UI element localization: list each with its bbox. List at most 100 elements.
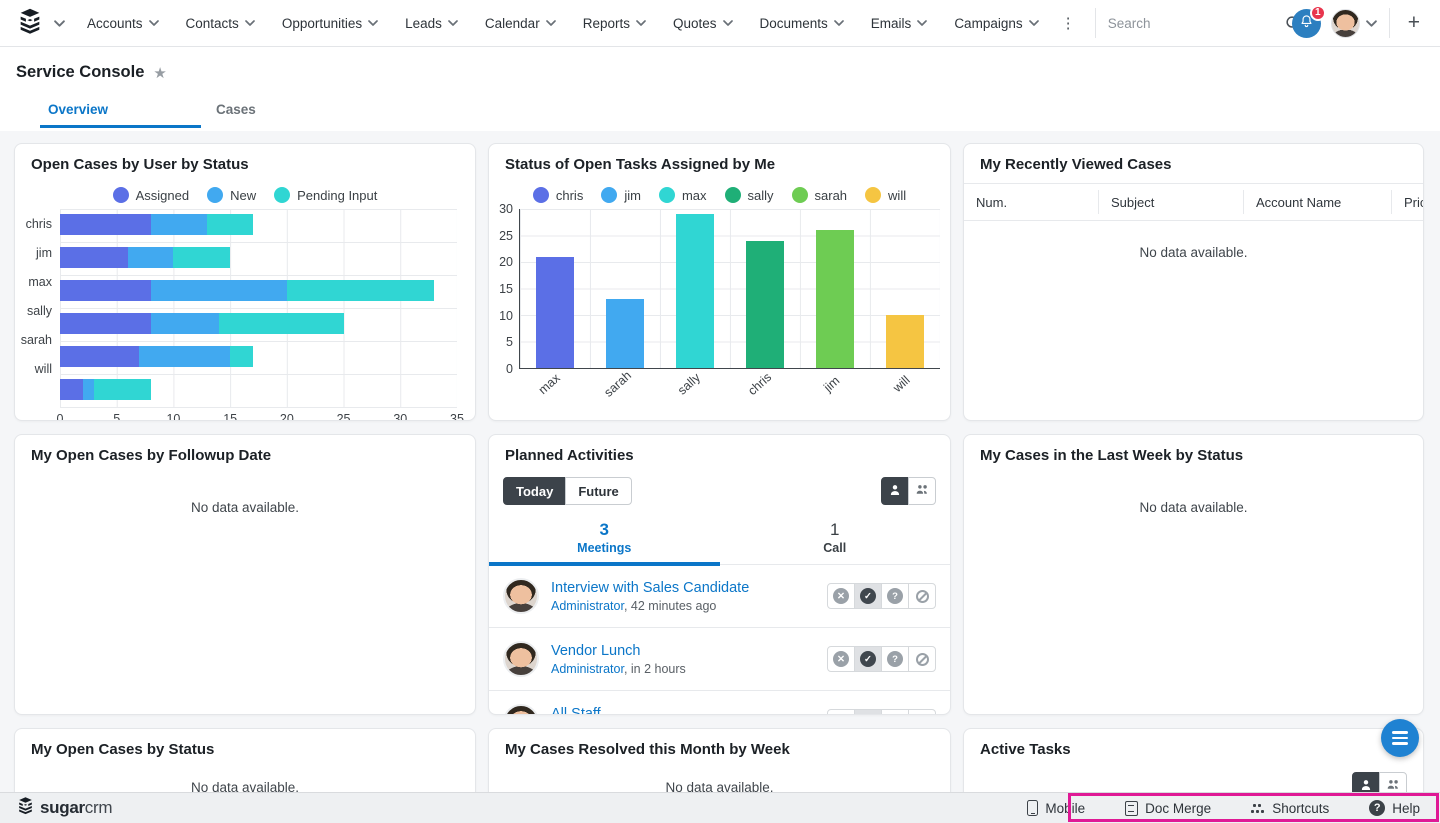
question-icon: ? <box>887 714 903 715</box>
axis-label: sally <box>675 370 704 398</box>
my-items-toggle[interactable] <box>881 477 909 505</box>
check-status-button[interactable]: ✓ <box>854 583 882 609</box>
ban-icon <box>915 589 929 603</box>
footer-link-label: Shortcuts <box>1272 800 1330 816</box>
tab-call[interactable]: 1 Call <box>720 515 951 564</box>
nav-item-opportunities[interactable]: Opportunities <box>282 16 378 31</box>
divider <box>1094 8 1096 38</box>
quick-create-button[interactable]: + <box>1402 11 1426 35</box>
mobile-icon <box>1027 800 1039 816</box>
chart-row <box>60 379 457 408</box>
nav-item-emails[interactable]: Emails <box>871 16 928 31</box>
axis-tick: 15 <box>499 282 513 296</box>
chevron-down-icon <box>244 20 255 26</box>
bar-segment <box>230 346 253 367</box>
footer-link-shortcuts[interactable]: Shortcuts <box>1251 801 1329 816</box>
team-items-toggle[interactable] <box>908 477 936 505</box>
meetings-count: 3 <box>599 520 609 539</box>
legend-item: sally <box>724 187 774 203</box>
axis-label: max <box>535 370 563 398</box>
tab-cases[interactable]: Cases <box>216 102 256 117</box>
nav-item-quotes[interactable]: Quotes <box>673 16 733 31</box>
column-header-subject[interactable]: Subject <box>1099 190 1244 214</box>
chevron-down-icon[interactable] <box>54 19 65 27</box>
date-filter-group: Today Future <box>503 477 632 505</box>
user-profile-menu[interactable] <box>1330 8 1377 38</box>
card-title: Status of Open Tasks Assigned by Me <box>505 156 776 173</box>
bar <box>606 299 644 368</box>
check-status-button[interactable]: ✓ <box>854 709 882 714</box>
activity-title-link[interactable]: All Staff <box>551 705 601 715</box>
question-status-button[interactable]: ? <box>881 583 909 609</box>
nav-item-documents[interactable]: Documents <box>760 16 844 31</box>
today-filter-button[interactable]: Today <box>503 477 567 505</box>
sugarcrm-logo-icon[interactable] <box>16 7 44 40</box>
nav-item-leads[interactable]: Leads <box>405 16 458 31</box>
chevron-down-icon <box>1365 19 1377 27</box>
ban-status-button[interactable] <box>908 709 936 714</box>
ban-status-button[interactable] <box>908 583 936 609</box>
bar-segment <box>60 346 140 367</box>
card-open-cases-followup: My Open Cases by Followup Date No data a… <box>14 434 476 715</box>
bar-segment <box>139 346 231 367</box>
close-icon: ✕ <box>833 588 849 604</box>
legend-dot <box>865 187 882 203</box>
floating-actions-button[interactable] <box>1381 719 1419 757</box>
activity-title-link[interactable]: Interview with Sales Candidate <box>551 579 750 596</box>
nav-item-contacts[interactable]: Contacts <box>186 16 255 31</box>
footer-link-mobile[interactable]: Mobile <box>1027 800 1085 816</box>
axis-tick: 30 <box>393 412 408 421</box>
status-button-group: ✕ ✓? <box>827 583 936 609</box>
tab-meetings[interactable]: 3 Meetings <box>489 515 720 564</box>
close-status-button[interactable]: ✕ <box>827 646 855 672</box>
legend-label: chris <box>555 187 584 203</box>
more-menu-icon[interactable]: ⋮ <box>1060 15 1076 32</box>
axis-label: jim <box>36 245 52 260</box>
axis-tick: 5 <box>113 412 121 421</box>
my-items-toggle[interactable] <box>1352 772 1380 792</box>
stacked-bar <box>60 214 457 235</box>
ban-status-button[interactable] <box>908 646 936 672</box>
nav-item-reports[interactable]: Reports <box>583 16 646 31</box>
avatar[interactable] <box>1330 8 1360 38</box>
question-status-button[interactable]: ? <box>881 709 909 715</box>
footer-link-doc-merge[interactable]: Doc Merge <box>1125 800 1211 816</box>
axis-tick: 0 <box>506 362 513 376</box>
activity-info: Interview with Sales Candidate Administra… <box>551 580 827 613</box>
close-icon: ✕ <box>833 651 849 667</box>
bar-segment <box>207 214 253 235</box>
axis-tick: 35 <box>450 412 464 421</box>
activity-title-link[interactable]: Vendor Lunch <box>551 642 641 659</box>
nav-item-label: Quotes <box>672 15 717 31</box>
sugarcrm-footer-brand[interactable]: sugarcrm <box>16 796 113 820</box>
team-items-toggle[interactable] <box>1379 772 1407 792</box>
call-label: Call <box>823 541 847 555</box>
chart-row <box>60 247 457 276</box>
column-header-priority[interactable]: Pric <box>1404 194 1423 210</box>
column-header-num[interactable]: Num. <box>964 190 1099 214</box>
user-link[interactable]: Administrator <box>551 661 624 676</box>
close-status-button[interactable]: ✕ <box>827 583 855 609</box>
activity-info: Vendor Lunch Administrator, in 2 hours <box>551 643 827 676</box>
close-status-button[interactable]: ✕ <box>827 709 855 714</box>
column-header-account-name[interactable]: Account Name <box>1244 190 1392 214</box>
chart-legend: chris jim max sally sarah will <box>489 187 950 203</box>
footer-link-help[interactable]: Help <box>1369 800 1420 816</box>
nav-item-accounts[interactable]: Accounts <box>87 16 159 31</box>
legend-dot <box>274 187 291 203</box>
user-link[interactable]: Administrator <box>551 598 624 613</box>
nav-item-label: Calendar <box>484 15 540 31</box>
tab-overview[interactable]: Overview <box>40 96 201 128</box>
check-status-button[interactable]: ✓ <box>854 646 882 672</box>
axis-label: max <box>28 274 52 289</box>
nav-item-calendar[interactable]: Calendar <box>485 16 556 31</box>
bar-segment <box>60 214 151 235</box>
axis-tick: 20 <box>279 412 294 421</box>
footer-bar: sugarcrm Mobile Doc Merge Shortcuts Help <box>0 792 1440 823</box>
question-status-button[interactable]: ? <box>881 646 909 672</box>
search-input[interactable] <box>1107 15 1285 31</box>
nav-item-campaigns[interactable]: Campaigns <box>954 16 1039 31</box>
future-filter-button[interactable]: Future <box>565 477 632 505</box>
chevron-down-icon <box>148 20 159 26</box>
favorite-star-icon[interactable]: ★ <box>153 64 167 82</box>
